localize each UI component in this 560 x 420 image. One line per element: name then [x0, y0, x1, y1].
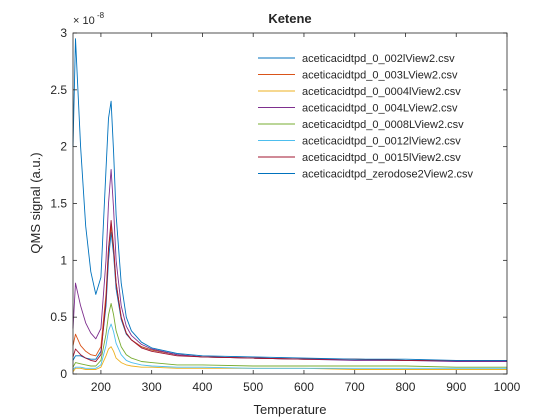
x-axis-label: Temperature [254, 402, 327, 417]
legend-label: aceticacidtpd_0_0012lView2.csv [302, 136, 461, 148]
x-tick-label: 500 [243, 380, 263, 394]
series-line-4 [72, 168, 507, 362]
y-tick-label: 0 [60, 367, 67, 381]
axes-box [72, 32, 508, 375]
y-axis: 0 0.5 1 1.5 2 2.5 3 [50, 26, 507, 381]
y-exponent: × 10 -8 [73, 11, 105, 27]
chart-title: Ketene [268, 11, 311, 26]
x-tick-label: 900 [446, 380, 466, 394]
y-axis-label: QMS signal (a.u.) [28, 152, 43, 253]
x-tick-label: 200 [91, 380, 111, 394]
x-tick-label: 600 [294, 380, 314, 394]
y-tick-label: 0.5 [50, 310, 67, 324]
y-tick-label: 3 [60, 26, 67, 40]
series-line-6 [72, 323, 507, 370]
legend-label: aceticacidtpd_0_0008LView2.csv [302, 119, 464, 131]
y-exponent-power: -8 [97, 11, 105, 20]
series-line-8 [72, 38, 507, 361]
legend-label: aceticacidtpd_0_0015lView2.csv [302, 152, 461, 164]
series-lines [72, 38, 507, 372]
legend-label: aceticacidtpd_0_003LView2.csv [302, 70, 458, 82]
x-axis: 200 300 400 500 600 700 800 900 1000 [91, 33, 521, 394]
series-line-2 [72, 225, 507, 361]
x-tick-label: 800 [395, 380, 415, 394]
y-exponent-base: × 10 [73, 15, 95, 27]
legend-label: aceticacidtpd_zerodose2View2.csv [302, 169, 474, 181]
legend: aceticacidtpd_0_002lView2.csv aceticacidt… [258, 53, 474, 181]
series-line-7 [72, 220, 507, 362]
y-tick-label: 2 [60, 140, 67, 154]
legend-label: aceticacidtpd_0_004LView2.csv [302, 103, 458, 115]
y-tick-label: 1.5 [50, 197, 67, 211]
legend-label: aceticacidtpd_0_0004lView2.csv [302, 86, 461, 98]
legend-label: aceticacidtpd_0_002lView2.csv [302, 53, 455, 65]
y-tick-label: 1 [60, 253, 67, 267]
x-tick-label: 700 [345, 380, 365, 394]
x-tick-label: 300 [142, 380, 162, 394]
x-tick-label: 400 [192, 380, 212, 394]
y-tick-label: 2.5 [50, 83, 67, 97]
x-tick-label: 1000 [494, 380, 521, 394]
series-line-5 [72, 303, 507, 368]
